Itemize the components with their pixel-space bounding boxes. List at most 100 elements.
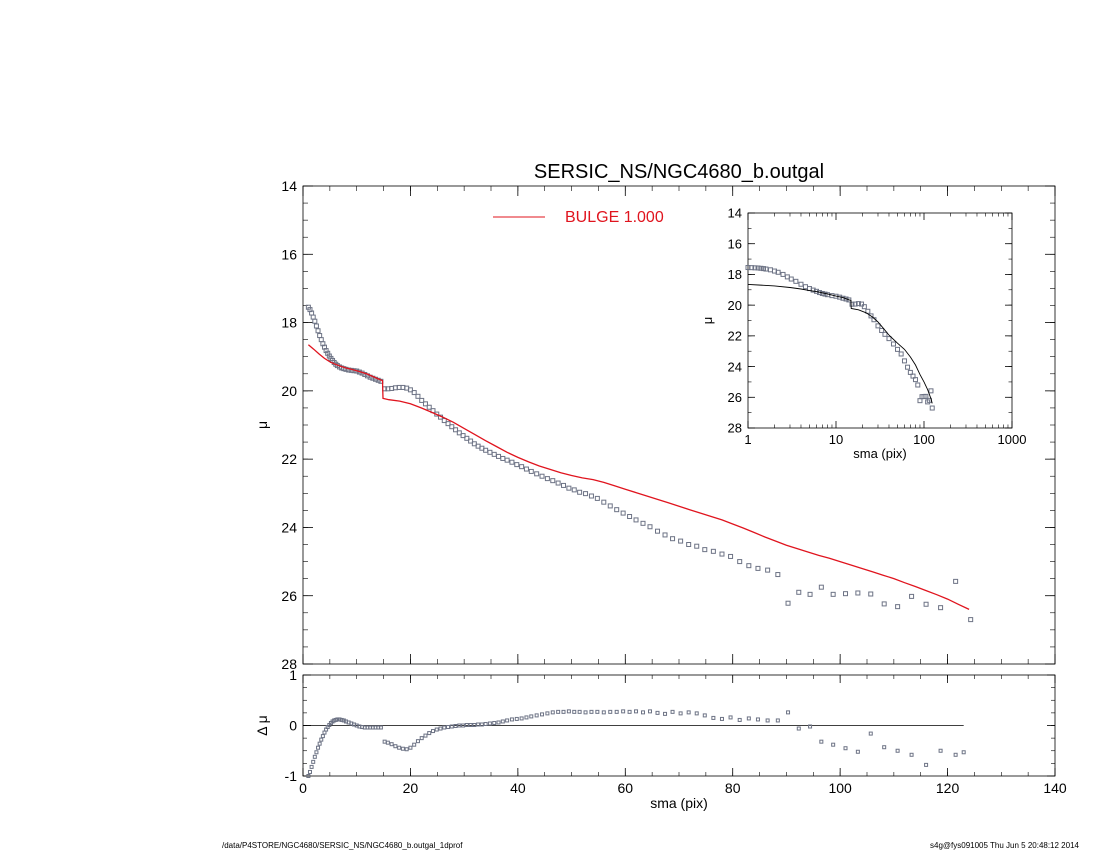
residual-data-point [909, 752, 914, 757]
main-data-point [601, 499, 607, 505]
inset-y-tick-label: 26 [728, 390, 742, 405]
inset-data-point [849, 301, 855, 307]
residual-data-point [487, 721, 492, 726]
residual-y-tick-label: 1 [289, 667, 297, 683]
inset-data-point [928, 388, 934, 394]
residual-data-point [577, 709, 582, 714]
residual-data-point [319, 737, 324, 742]
residual-data-point [423, 733, 428, 738]
residual-data-point [855, 749, 860, 754]
main-y-tick-label: 20 [281, 383, 297, 399]
main-data-point [561, 482, 567, 488]
inset-y-axis-label: μ [700, 317, 715, 325]
residual-y-axis-label: Δ μ [254, 715, 270, 736]
inset-data-point [749, 265, 755, 271]
main-y-tick-label: 16 [281, 246, 297, 262]
main-data-point [504, 457, 510, 463]
residual-data-point [540, 712, 545, 717]
residual-data-point [924, 762, 929, 767]
residual-data-point [719, 716, 724, 721]
main-data-point [460, 433, 466, 439]
residual-data-point [317, 741, 322, 746]
residual-data-point [427, 731, 432, 736]
residual-data-point [545, 711, 550, 716]
residual-data-point [655, 710, 660, 715]
residual-data-point [404, 747, 409, 752]
residual-data-point [335, 717, 340, 722]
main-y-tick-label: 28 [281, 656, 297, 672]
residual-data-point [393, 744, 398, 749]
main-data-point [633, 517, 639, 523]
residual-data-point [595, 709, 600, 714]
main-data-point [728, 553, 734, 559]
inset-data-point [752, 265, 758, 271]
residual-data-point [472, 722, 477, 727]
main-data-point [318, 337, 324, 343]
residual-y-tick-label: -1 [285, 768, 298, 784]
main-data-point [923, 601, 929, 607]
inset-data-point [852, 301, 858, 307]
main-y-tick-label: 26 [281, 588, 297, 604]
residual-data-point [670, 709, 675, 714]
residual-data-point [831, 742, 836, 747]
residual-data-point [796, 726, 801, 731]
inset-data-point [758, 265, 764, 271]
residual-data-point [483, 721, 488, 726]
residual-data-point [765, 718, 770, 723]
main-data-point [655, 528, 661, 534]
residual-data-point [311, 759, 316, 764]
main-model-line [307, 344, 970, 610]
main-data-point [555, 480, 561, 486]
main-data-point [953, 578, 959, 584]
inset-data-point [915, 382, 921, 388]
inset-data-point [882, 331, 888, 337]
residual-data-point [314, 750, 319, 755]
main-data-point [411, 390, 417, 396]
main-data-point [519, 464, 525, 470]
main-data-point [415, 393, 421, 399]
residual-data-point [819, 739, 824, 744]
residual-data-point [755, 717, 760, 722]
inset-data-point [755, 265, 761, 271]
residual-data-point [524, 715, 529, 720]
main-data-point [895, 604, 901, 610]
inset-data-point [917, 398, 923, 404]
residual-data-point [529, 714, 534, 719]
residual-data-point [509, 717, 514, 722]
residual-data-point [389, 742, 394, 747]
footer-timestamp: s4g@fys091005 Thu Jun 5 20:48:12 2014 [930, 841, 1079, 850]
main-data-point [583, 491, 589, 497]
residual-data-point [663, 711, 668, 716]
main-data-point [315, 328, 321, 334]
main-data-point [818, 584, 824, 590]
residual-y-tick-label: 0 [289, 718, 297, 734]
main-data-point [449, 424, 455, 430]
main-data-point [909, 593, 915, 599]
main-data-point [968, 617, 974, 623]
main-data-point [796, 589, 802, 595]
main-data-point [620, 510, 626, 516]
residual-data-point [621, 709, 626, 714]
main-data-point [566, 485, 572, 491]
main-y-tick-label: 22 [281, 451, 297, 467]
residual-data-point [457, 723, 462, 728]
residual-data-point [746, 716, 751, 721]
chart-title: SERSIC_NS/NGC4680_b.outgal [534, 161, 824, 183]
main-data-point [514, 462, 520, 468]
residual-data-point [641, 710, 646, 715]
inset-y-tick-label: 18 [728, 267, 742, 282]
main-data-point [775, 572, 781, 578]
residual-data-point [446, 725, 451, 730]
main-data-point [312, 318, 318, 324]
residual-data-point [634, 709, 639, 714]
inset-y-tick-label: 24 [728, 359, 742, 374]
inset-data-point [775, 269, 781, 275]
residual-data-point [686, 710, 691, 715]
main-data-point [830, 591, 836, 597]
residual-data-point [895, 748, 900, 753]
main-data-point [528, 468, 534, 474]
main-data-point [807, 591, 813, 597]
main-data-point [627, 514, 633, 520]
residual-data-point [938, 748, 943, 753]
